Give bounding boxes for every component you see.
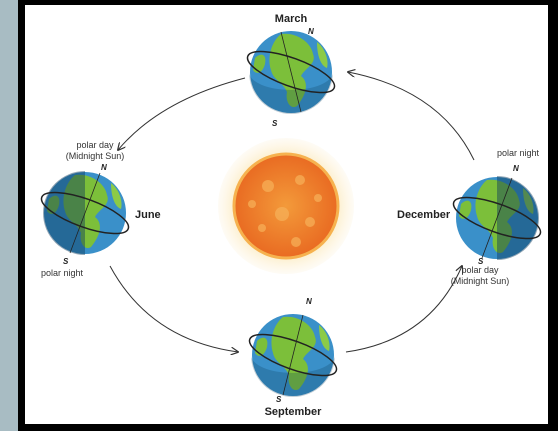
south-label: S bbox=[478, 257, 484, 266]
sun-texture bbox=[248, 175, 322, 247]
north-label: N bbox=[101, 163, 107, 172]
season-label: June bbox=[135, 209, 161, 221]
south-label: S bbox=[276, 395, 282, 404]
earth-december bbox=[452, 176, 542, 260]
earth-september bbox=[248, 314, 338, 397]
season-label: March bbox=[275, 13, 308, 25]
note: polar night bbox=[497, 148, 540, 158]
note: polar night bbox=[41, 268, 84, 278]
note: (Midnight Sun) bbox=[451, 276, 510, 286]
orbit-arrow bbox=[348, 72, 475, 161]
note: polar day bbox=[461, 265, 499, 275]
season-label: December bbox=[397, 209, 451, 221]
south-label: S bbox=[272, 119, 278, 128]
orbit-arrow bbox=[118, 77, 246, 150]
earth-june bbox=[40, 171, 130, 255]
orbit-arrow bbox=[109, 265, 238, 352]
note: (Midnight Sun) bbox=[66, 151, 125, 161]
south-label: S bbox=[63, 257, 69, 266]
earth-march bbox=[246, 31, 336, 114]
orbit-arrow bbox=[345, 266, 462, 353]
north-label: N bbox=[513, 164, 519, 173]
north-label: N bbox=[306, 297, 312, 306]
north-label: N bbox=[308, 27, 314, 36]
sun bbox=[232, 152, 340, 260]
season-label: September bbox=[265, 406, 323, 418]
note: polar day bbox=[76, 140, 114, 150]
